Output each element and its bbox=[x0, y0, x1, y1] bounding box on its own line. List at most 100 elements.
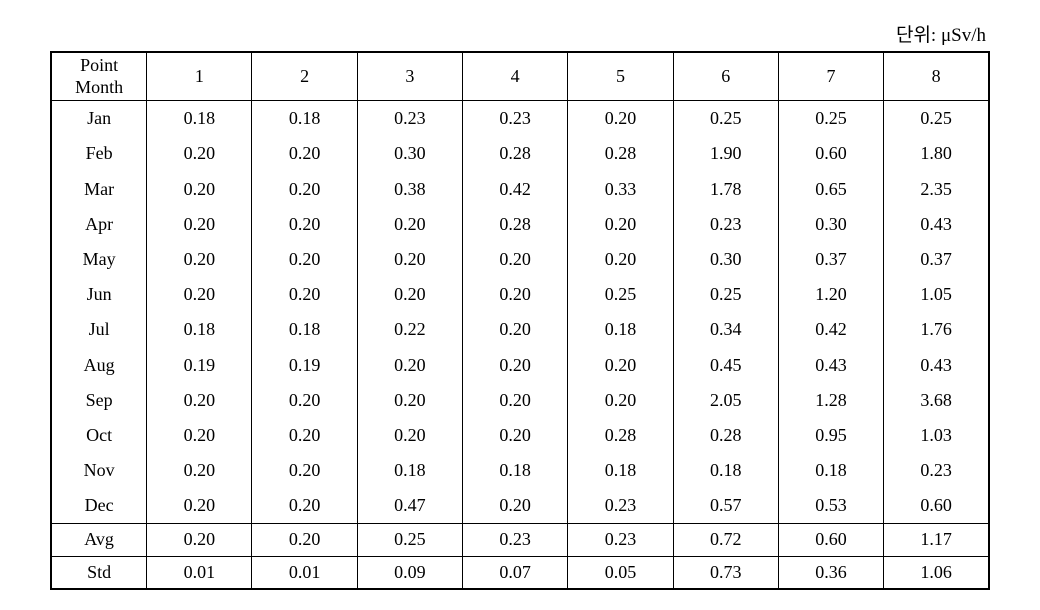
corner-top-label: Point bbox=[56, 55, 142, 77]
table-row: Sep0.200.200.200.200.202.051.283.68 bbox=[51, 383, 989, 418]
table-row: Jan0.180.180.230.230.200.250.250.25 bbox=[51, 101, 989, 137]
row-label: Jul bbox=[51, 312, 147, 347]
data-cell: 0.20 bbox=[357, 207, 462, 242]
col-header: 5 bbox=[568, 52, 673, 101]
data-cell: 0.07 bbox=[463, 556, 568, 589]
data-cell: 1.78 bbox=[673, 172, 778, 207]
data-cell: 0.30 bbox=[357, 136, 462, 171]
data-cell: 0.20 bbox=[252, 524, 357, 556]
data-cell: 0.23 bbox=[463, 101, 568, 137]
unit-label: 단위: μSv/h bbox=[50, 20, 990, 47]
data-cell: 0.23 bbox=[357, 101, 462, 137]
data-cell: 1.28 bbox=[778, 383, 883, 418]
table-row: Nov0.200.200.180.180.180.180.180.23 bbox=[51, 453, 989, 488]
data-cell: 0.25 bbox=[884, 101, 989, 137]
data-cell: 0.25 bbox=[673, 101, 778, 137]
data-cell: 0.20 bbox=[147, 418, 252, 453]
data-cell: 3.68 bbox=[884, 383, 989, 418]
data-cell: 0.20 bbox=[463, 348, 568, 383]
data-cell: 0.01 bbox=[252, 556, 357, 589]
data-cell: 0.05 bbox=[568, 556, 673, 589]
row-label: Feb bbox=[51, 136, 147, 171]
row-label: Mar bbox=[51, 172, 147, 207]
data-cell: 0.18 bbox=[147, 312, 252, 347]
data-table: Point Month 1 2 3 4 5 6 7 8 Jan0.180.180… bbox=[50, 51, 990, 590]
data-cell: 0.18 bbox=[252, 312, 357, 347]
data-cell: 0.20 bbox=[147, 136, 252, 171]
data-cell: 0.20 bbox=[252, 418, 357, 453]
data-cell: 2.35 bbox=[884, 172, 989, 207]
row-label: Jun bbox=[51, 277, 147, 312]
data-cell: 0.20 bbox=[568, 348, 673, 383]
data-cell: 0.25 bbox=[357, 524, 462, 556]
data-cell: 0.20 bbox=[252, 207, 357, 242]
data-cell: 1.03 bbox=[884, 418, 989, 453]
data-cell: 0.18 bbox=[463, 453, 568, 488]
data-cell: 1.80 bbox=[884, 136, 989, 171]
data-cell: 0.20 bbox=[357, 277, 462, 312]
data-cell: 0.20 bbox=[357, 418, 462, 453]
row-label: Jan bbox=[51, 101, 147, 137]
data-cell: 0.20 bbox=[463, 312, 568, 347]
row-label: Sep bbox=[51, 383, 147, 418]
data-cell: 0.20 bbox=[568, 207, 673, 242]
table-row: Apr0.200.200.200.280.200.230.300.43 bbox=[51, 207, 989, 242]
data-cell: 0.18 bbox=[568, 312, 673, 347]
data-cell: 0.38 bbox=[357, 172, 462, 207]
data-cell: 1.76 bbox=[884, 312, 989, 347]
col-header: 2 bbox=[252, 52, 357, 101]
data-cell: 0.19 bbox=[147, 348, 252, 383]
col-header: 6 bbox=[673, 52, 778, 101]
data-cell: 0.01 bbox=[147, 556, 252, 589]
data-cell: 0.23 bbox=[673, 207, 778, 242]
data-cell: 1.90 bbox=[673, 136, 778, 171]
data-cell: 1.06 bbox=[884, 556, 989, 589]
col-header: 7 bbox=[778, 52, 883, 101]
data-cell: 0.20 bbox=[147, 207, 252, 242]
data-cell: 0.60 bbox=[884, 488, 989, 524]
data-cell: 0.28 bbox=[463, 207, 568, 242]
row-label: Std bbox=[51, 556, 147, 589]
data-cell: 0.25 bbox=[673, 277, 778, 312]
table-row: Jul0.180.180.220.200.180.340.421.76 bbox=[51, 312, 989, 347]
data-cell: 0.20 bbox=[252, 277, 357, 312]
data-cell: 0.20 bbox=[252, 242, 357, 277]
data-cell: 0.20 bbox=[252, 172, 357, 207]
data-cell: 0.30 bbox=[778, 207, 883, 242]
data-cell: 0.28 bbox=[568, 418, 673, 453]
data-cell: 0.20 bbox=[357, 383, 462, 418]
data-cell: 0.25 bbox=[568, 277, 673, 312]
data-cell: 0.45 bbox=[673, 348, 778, 383]
data-cell: 0.47 bbox=[357, 488, 462, 524]
table-row: Mar0.200.200.380.420.331.780.652.35 bbox=[51, 172, 989, 207]
data-cell: 0.37 bbox=[884, 242, 989, 277]
row-label: Oct bbox=[51, 418, 147, 453]
data-cell: 0.20 bbox=[463, 418, 568, 453]
data-cell: 0.20 bbox=[463, 242, 568, 277]
data-cell: 0.20 bbox=[252, 453, 357, 488]
data-cell: 0.20 bbox=[463, 488, 568, 524]
row-label: Avg bbox=[51, 524, 147, 556]
data-cell: 0.20 bbox=[357, 242, 462, 277]
data-cell: 0.20 bbox=[252, 383, 357, 418]
data-cell: 0.22 bbox=[357, 312, 462, 347]
col-header: 1 bbox=[147, 52, 252, 101]
data-cell: 0.20 bbox=[463, 383, 568, 418]
data-cell: 0.23 bbox=[884, 453, 989, 488]
data-cell: 0.18 bbox=[568, 453, 673, 488]
table-row: Oct0.200.200.200.200.280.280.951.03 bbox=[51, 418, 989, 453]
table-row: Feb0.200.200.300.280.281.900.601.80 bbox=[51, 136, 989, 171]
data-cell: 0.72 bbox=[673, 524, 778, 556]
data-cell: 0.20 bbox=[147, 277, 252, 312]
table-row: May0.200.200.200.200.200.300.370.37 bbox=[51, 242, 989, 277]
data-cell: 0.20 bbox=[252, 488, 357, 524]
data-cell: 0.20 bbox=[568, 383, 673, 418]
data-cell: 0.20 bbox=[357, 348, 462, 383]
data-cell: 0.23 bbox=[463, 524, 568, 556]
data-cell: 0.19 bbox=[252, 348, 357, 383]
row-label: Dec bbox=[51, 488, 147, 524]
header-row: Point Month 1 2 3 4 5 6 7 8 bbox=[51, 52, 989, 101]
data-cell: 1.20 bbox=[778, 277, 883, 312]
data-cell: 0.42 bbox=[778, 312, 883, 347]
data-cell: 0.25 bbox=[778, 101, 883, 137]
